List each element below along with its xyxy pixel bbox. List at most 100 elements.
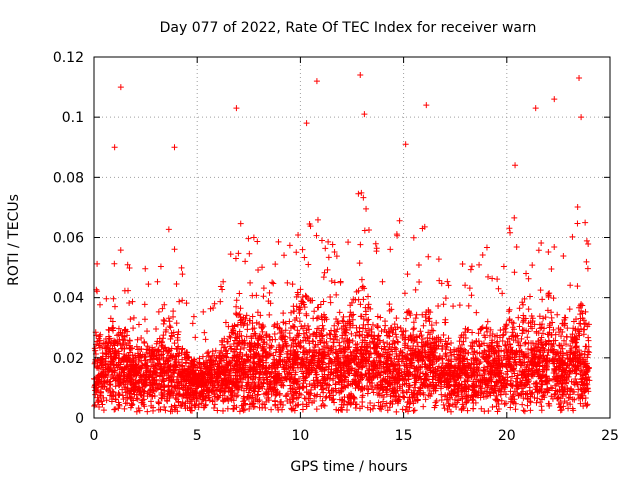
data-point — [441, 405, 448, 412]
data-point — [487, 326, 494, 333]
data-point — [335, 320, 342, 327]
data-point — [492, 396, 499, 403]
data-point — [251, 325, 258, 332]
data-point — [271, 323, 278, 330]
data-point — [541, 325, 548, 332]
data-point — [313, 232, 320, 239]
data-point — [315, 341, 322, 348]
data-point — [542, 314, 549, 321]
data-point — [92, 401, 99, 408]
data-point — [359, 325, 366, 332]
data-point — [515, 342, 522, 349]
data-point — [212, 347, 219, 354]
data-point — [551, 391, 558, 398]
data-point — [574, 203, 581, 210]
data-point — [462, 282, 469, 289]
data-point — [141, 316, 148, 323]
data-point — [529, 262, 536, 269]
data-point — [245, 235, 252, 242]
data-point — [424, 338, 431, 345]
data-point — [501, 341, 508, 348]
data-point — [537, 287, 544, 294]
data-point — [124, 394, 131, 401]
data-point — [246, 405, 253, 412]
data-point — [493, 355, 500, 362]
data-point — [347, 324, 354, 331]
data-point — [397, 324, 404, 331]
data-point — [295, 394, 302, 401]
data-point — [139, 387, 146, 394]
data-point — [217, 283, 224, 290]
data-point — [403, 403, 410, 410]
data-point — [511, 214, 518, 221]
data-point — [369, 405, 376, 412]
data-point — [277, 381, 284, 388]
data-point — [286, 330, 293, 337]
data-point — [489, 275, 496, 282]
data-point — [94, 260, 101, 267]
data-point — [301, 254, 308, 261]
data-point — [566, 306, 573, 313]
data-point — [504, 368, 511, 375]
data-point — [144, 328, 151, 335]
data-point — [245, 389, 252, 396]
data-point — [476, 261, 483, 268]
data-point — [374, 313, 381, 320]
data-point — [289, 281, 296, 288]
data-point — [308, 386, 315, 393]
data-point — [318, 237, 325, 244]
data-point — [219, 286, 226, 293]
data-point — [538, 334, 545, 341]
data-point — [558, 383, 565, 390]
data-point — [319, 397, 326, 404]
data-point — [521, 340, 528, 347]
data-point — [286, 242, 293, 249]
data-point — [542, 338, 549, 345]
data-point — [174, 337, 181, 344]
data-point — [292, 389, 299, 396]
data-point — [560, 253, 567, 260]
data-point — [311, 308, 318, 315]
data-point — [405, 386, 412, 393]
data-point — [305, 261, 312, 268]
data-point — [515, 314, 522, 321]
data-point — [363, 205, 370, 212]
data-point — [231, 390, 238, 397]
data-point — [183, 300, 190, 307]
data-point — [333, 316, 340, 323]
data-point — [236, 408, 243, 415]
data-point — [182, 359, 189, 366]
data-point — [413, 396, 420, 403]
data-point — [288, 406, 295, 413]
data-point — [189, 320, 196, 327]
data-point — [254, 392, 261, 399]
data-point — [166, 323, 173, 330]
data-point — [318, 313, 325, 320]
data-point — [226, 333, 233, 340]
data-point — [256, 404, 263, 411]
data-point — [291, 308, 298, 315]
data-point — [285, 370, 292, 377]
data-point — [100, 394, 107, 401]
data-point — [299, 246, 306, 253]
data-point — [461, 346, 468, 353]
data-point — [525, 328, 532, 335]
data-point — [417, 391, 424, 398]
data-point — [578, 308, 585, 315]
data-point — [250, 404, 257, 411]
data-point — [540, 315, 547, 322]
data-point — [202, 336, 209, 343]
data-point — [218, 337, 225, 344]
data-point — [327, 347, 334, 354]
data-point — [345, 239, 352, 246]
data-point — [512, 406, 519, 413]
data-point — [569, 233, 576, 240]
data-point — [483, 244, 490, 251]
data-point — [325, 254, 332, 261]
data-point — [384, 407, 391, 414]
chart-title: Day 077 of 2022, Rate Of TEC Index for r… — [160, 20, 537, 36]
data-point — [334, 318, 341, 325]
data-point — [117, 247, 124, 254]
data-point — [426, 315, 433, 322]
data-point — [175, 328, 182, 335]
